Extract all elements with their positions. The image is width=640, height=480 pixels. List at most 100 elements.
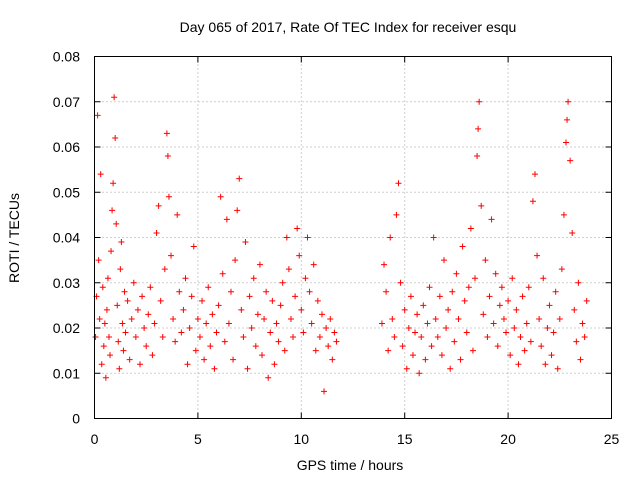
data-point [492,270,499,277]
data-point [318,311,325,318]
grid-lines [94,56,612,419]
data-point [234,207,241,214]
x-axis-label: GPS time / hours [297,457,404,473]
data-point [310,261,317,268]
data-point [99,284,106,291]
data-point [569,229,576,236]
data-point [565,98,572,105]
data-point [300,329,307,336]
data-point [527,338,534,345]
data-point [119,320,126,327]
data-point [217,193,224,200]
data-point [476,98,483,105]
data-point [263,288,270,295]
data-point [219,270,226,277]
data-point [507,352,514,359]
data-point [407,293,414,300]
data-point [271,361,278,368]
data-point [254,311,261,318]
data-point [113,220,120,227]
data-point [149,352,156,359]
data-point [449,288,456,295]
data-point [519,293,526,300]
data-point [420,302,427,309]
data-point [457,356,464,363]
data-point [531,171,538,178]
data-point [395,180,402,187]
data-point [314,297,321,304]
data-point [573,338,580,345]
data-point [505,297,512,304]
data-point [393,211,400,218]
data-points [92,94,590,395]
data-point [236,175,243,182]
data-point [296,252,303,259]
data-point [575,279,582,286]
data-point [513,306,520,313]
data-point [120,347,127,354]
data-point [115,338,122,345]
x-tick-label: 15 [397,431,413,447]
y-tick-label: 0 [72,411,80,427]
data-point [405,325,412,331]
data-point [159,334,166,341]
data-point [132,334,139,341]
data-point [180,306,187,313]
data-point [469,347,476,354]
data-point [104,275,111,282]
data-point [461,297,468,304]
data-point [118,239,125,246]
data-point [192,347,199,354]
data-point [548,352,555,359]
data-point [472,275,479,282]
data-point [248,325,255,331]
data-point [201,356,208,363]
data-point [107,352,114,359]
data-point [275,338,282,345]
data-point [430,234,437,241]
data-point [306,288,313,295]
data-point [109,207,116,214]
data-point [117,266,124,273]
data-point [101,320,108,327]
data-point [103,306,110,313]
x-tick-label: 10 [294,431,310,447]
data-point [571,306,578,313]
data-point [434,334,441,341]
data-point [292,293,299,300]
data-point [215,302,222,309]
x-tick-label: 0 [91,431,99,447]
data-point [111,94,118,101]
data-point [279,279,286,286]
data-point [209,311,216,318]
data-point [333,338,340,345]
data-point [412,329,419,336]
data-point [397,279,404,286]
data-point [172,338,179,345]
data-point [426,284,433,291]
data-point [577,356,584,363]
data-point [250,275,257,282]
data-point [490,320,497,327]
data-point [424,320,431,327]
data-point [188,293,195,300]
data-point [517,334,524,341]
data-point [203,320,210,327]
data-point [453,270,460,277]
data-point [283,234,290,241]
data-point [211,365,218,372]
data-point [467,225,474,232]
data-point [447,365,454,372]
data-point [521,347,528,354]
data-point [583,297,590,304]
data-point [422,356,429,363]
data-point [484,334,491,341]
data-point [186,325,193,331]
data-point [94,112,101,119]
data-point [536,315,543,322]
data-point [459,243,466,250]
data-point [436,293,443,300]
data-point [190,243,197,250]
data-point [329,356,336,363]
data-point [252,343,259,350]
